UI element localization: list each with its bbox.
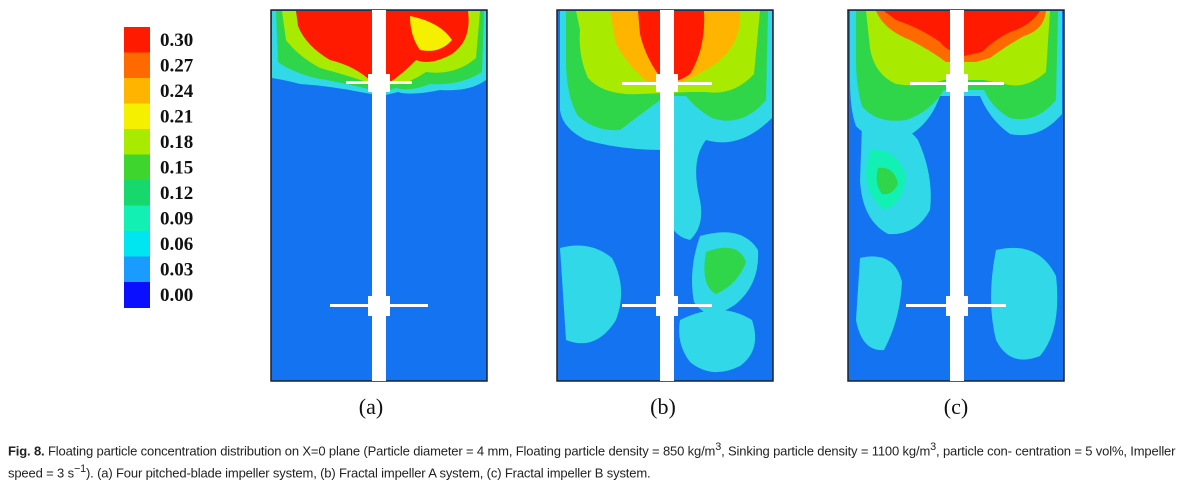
panel-label-b: (b) bbox=[650, 394, 676, 419]
caption-line1-mid: , Sinking particle density = 1100 kg/m bbox=[721, 443, 931, 459]
caption-line1-post: , particle con- bbox=[936, 443, 1012, 459]
impeller-shafts bbox=[330, 10, 1006, 381]
colorbar-tick-label: 0.24 bbox=[160, 81, 194, 102]
colorbar-swatch-1 bbox=[124, 52, 150, 79]
caption-line2-post: ). (a) Four pitched-blade impeller syste… bbox=[85, 465, 651, 481]
caption-sup-3: −1 bbox=[73, 463, 86, 476]
figure-number: Fig. 8. bbox=[8, 443, 45, 459]
colorbar: 0.30 0.27 0.24 0.21 0.18 0.15 0.12 0.09 0.06 0.03… bbox=[124, 27, 194, 308]
colorbar-tick-label: 0.27 bbox=[160, 55, 194, 76]
colorbar-swatch-3 bbox=[124, 103, 150, 130]
colorbar-tick-label: 0.09 bbox=[160, 208, 193, 229]
panel-label-a: (a) bbox=[358, 394, 384, 419]
colorbar-swatch-9 bbox=[124, 256, 150, 283]
colorbar-tick-label: 0.00 bbox=[160, 285, 193, 306]
colorbar-swatch-5 bbox=[124, 154, 150, 181]
caption-line1-pre: Floating particle concentration distribu… bbox=[47, 443, 716, 459]
caption-sup-2: 3 bbox=[930, 441, 937, 453]
colorbar-swatch-10 bbox=[124, 282, 150, 308]
colorbar-tick-label: 0.30 bbox=[160, 30, 193, 51]
colorbar-tick-label: 0.06 bbox=[160, 234, 193, 255]
colorbar-swatch-2 bbox=[124, 78, 150, 104]
colorbar-swatch-4 bbox=[124, 129, 150, 155]
colorbar-swatch-0 bbox=[124, 27, 150, 53]
colorbar-swatch-8 bbox=[124, 231, 150, 257]
caption-line2-pre: centration = 5 vol%, Impeller speed = 3 … bbox=[8, 443, 1176, 481]
colorbar-swatch-7 bbox=[124, 205, 150, 232]
colorbar-tick-label: 0.21 bbox=[160, 106, 193, 127]
colorbar-swatch-6 bbox=[124, 180, 150, 206]
colorbar-tick-label: 0.15 bbox=[160, 157, 193, 178]
colorbar-tick-label: 0.18 bbox=[160, 132, 193, 153]
figure-caption: Fig. 8. Floating particle concentration … bbox=[8, 438, 1178, 483]
panel-label-c: (c) bbox=[943, 394, 969, 419]
colorbar-tick-label: 0.03 bbox=[160, 259, 193, 280]
caption-sup-1: 3 bbox=[715, 441, 722, 453]
colorbar-tick-label: 0.12 bbox=[160, 183, 193, 204]
